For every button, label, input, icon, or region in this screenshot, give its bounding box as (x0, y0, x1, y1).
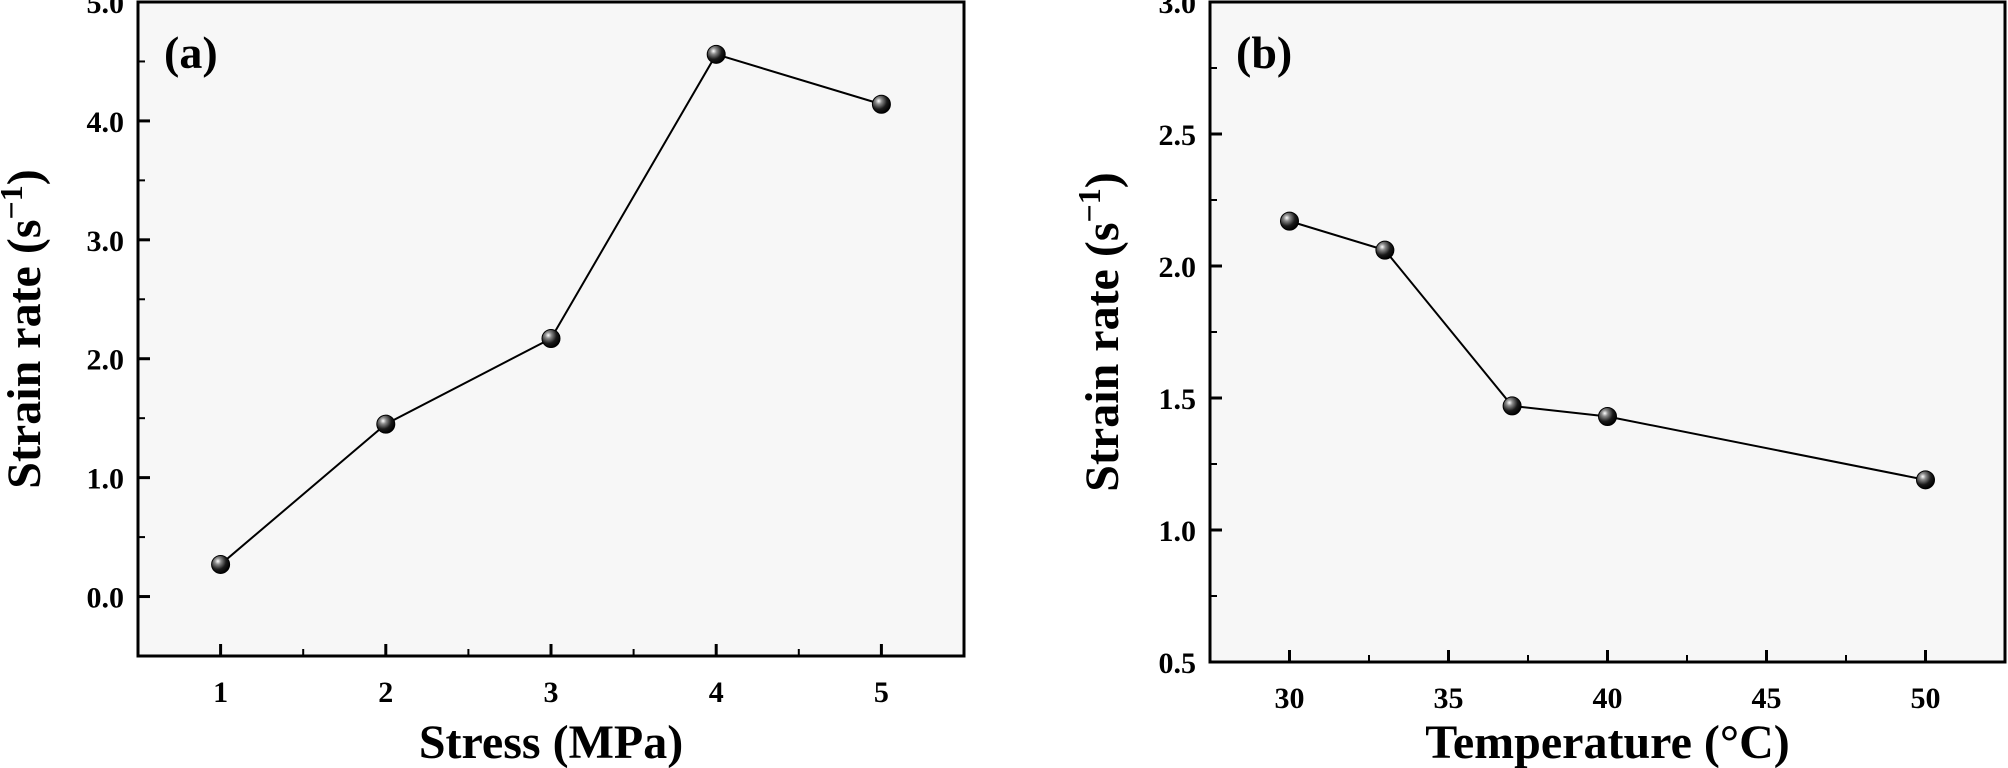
chart-panel-a: 0.0 1.0 2.0 3.0 4.0 5.0 1 2 3 4 5 (a) Stress (MPa… (0, 0, 966, 768)
x-tick-label-b: 35 (1434, 682, 1464, 715)
x-tick-label-a: 2 (378, 676, 393, 709)
y-axis-title-b-close: ) (1076, 172, 1129, 188)
data-point-a (706, 44, 726, 64)
x-axis-b: 30 35 40 45 50 (1275, 650, 1941, 715)
x-axis-title-a: Stress (MPa) (419, 716, 683, 768)
y-tick-label-b: 2.5 (1159, 119, 1197, 152)
y-tick-label-a: 3.0 (87, 225, 125, 258)
chart-panel-b: 0.5 1.0 1.5 2.0 2.5 3.0 30 35 40 45 50 (b) Temper… (1071, 0, 2007, 768)
y-axis-b: 0.5 1.0 1.5 2.0 2.5 3.0 (1159, 0, 1222, 680)
series-markers-b (1280, 211, 1935, 490)
x-tick-label-a: 5 (874, 676, 889, 709)
y-axis-title-a-close: ) (0, 169, 51, 185)
y-tick-label-a: 2.0 (87, 344, 125, 377)
data-point-b (1280, 211, 1299, 231)
x-axis-a: 1 2 3 4 5 (213, 644, 889, 709)
y-tick-label-a: 1.0 (87, 463, 125, 496)
y-tick-label-b: 1.0 (1159, 515, 1197, 548)
y-tick-label-b: 0.5 (1159, 647, 1197, 680)
x-tick-label-a: 3 (544, 676, 559, 709)
y-axis-title-a-main: Strain rate (s (0, 219, 51, 488)
y-tick-label-b: 1.5 (1159, 383, 1197, 416)
panel-label-a: (a) (164, 27, 218, 78)
y-axis-title-a: Strain rate (s−1) (0, 169, 51, 489)
y-axis-title-b-main: Strain rate (s (1076, 222, 1129, 491)
data-point-b (1502, 396, 1522, 416)
y-tick-label-a: 0.0 (87, 582, 125, 615)
plot-area-a (136, 0, 966, 658)
x-tick-label-b: 50 (1911, 682, 1941, 715)
data-point-a (541, 329, 561, 349)
y-tick-label-b: 3.0 (1159, 0, 1197, 20)
x-tick-label-b: 45 (1752, 682, 1782, 715)
data-point-a (211, 554, 231, 574)
y-axis-title-b: Strain rate (s−1) (1071, 172, 1129, 492)
data-point-a (871, 94, 891, 114)
x-tick-label-b: 30 (1275, 682, 1305, 715)
plot-area-b (1208, 0, 2007, 664)
y-axis-a: 0.0 1.0 2.0 3.0 4.0 5.0 (87, 0, 150, 615)
data-point-a (376, 414, 396, 434)
y-axis-title-b-superscript: −1 (1071, 188, 1107, 222)
panel-label-b: (b) (1236, 27, 1292, 78)
y-tick-label-a: 5.0 (87, 0, 125, 20)
y-axis-title-a-superscript: −1 (0, 185, 29, 219)
x-axis-title-b: Temperature (°C) (1425, 716, 1789, 768)
y-tick-label-b: 2.0 (1159, 251, 1197, 284)
data-point-b (1916, 470, 1935, 490)
series-markers-a (211, 44, 891, 574)
x-tick-label-a: 4 (709, 676, 724, 709)
data-point-b (1375, 240, 1395, 260)
data-point-b (1598, 406, 1617, 426)
y-tick-label-a: 4.0 (87, 106, 125, 139)
x-tick-label-a: 1 (213, 676, 228, 709)
x-tick-label-b: 40 (1593, 682, 1623, 715)
